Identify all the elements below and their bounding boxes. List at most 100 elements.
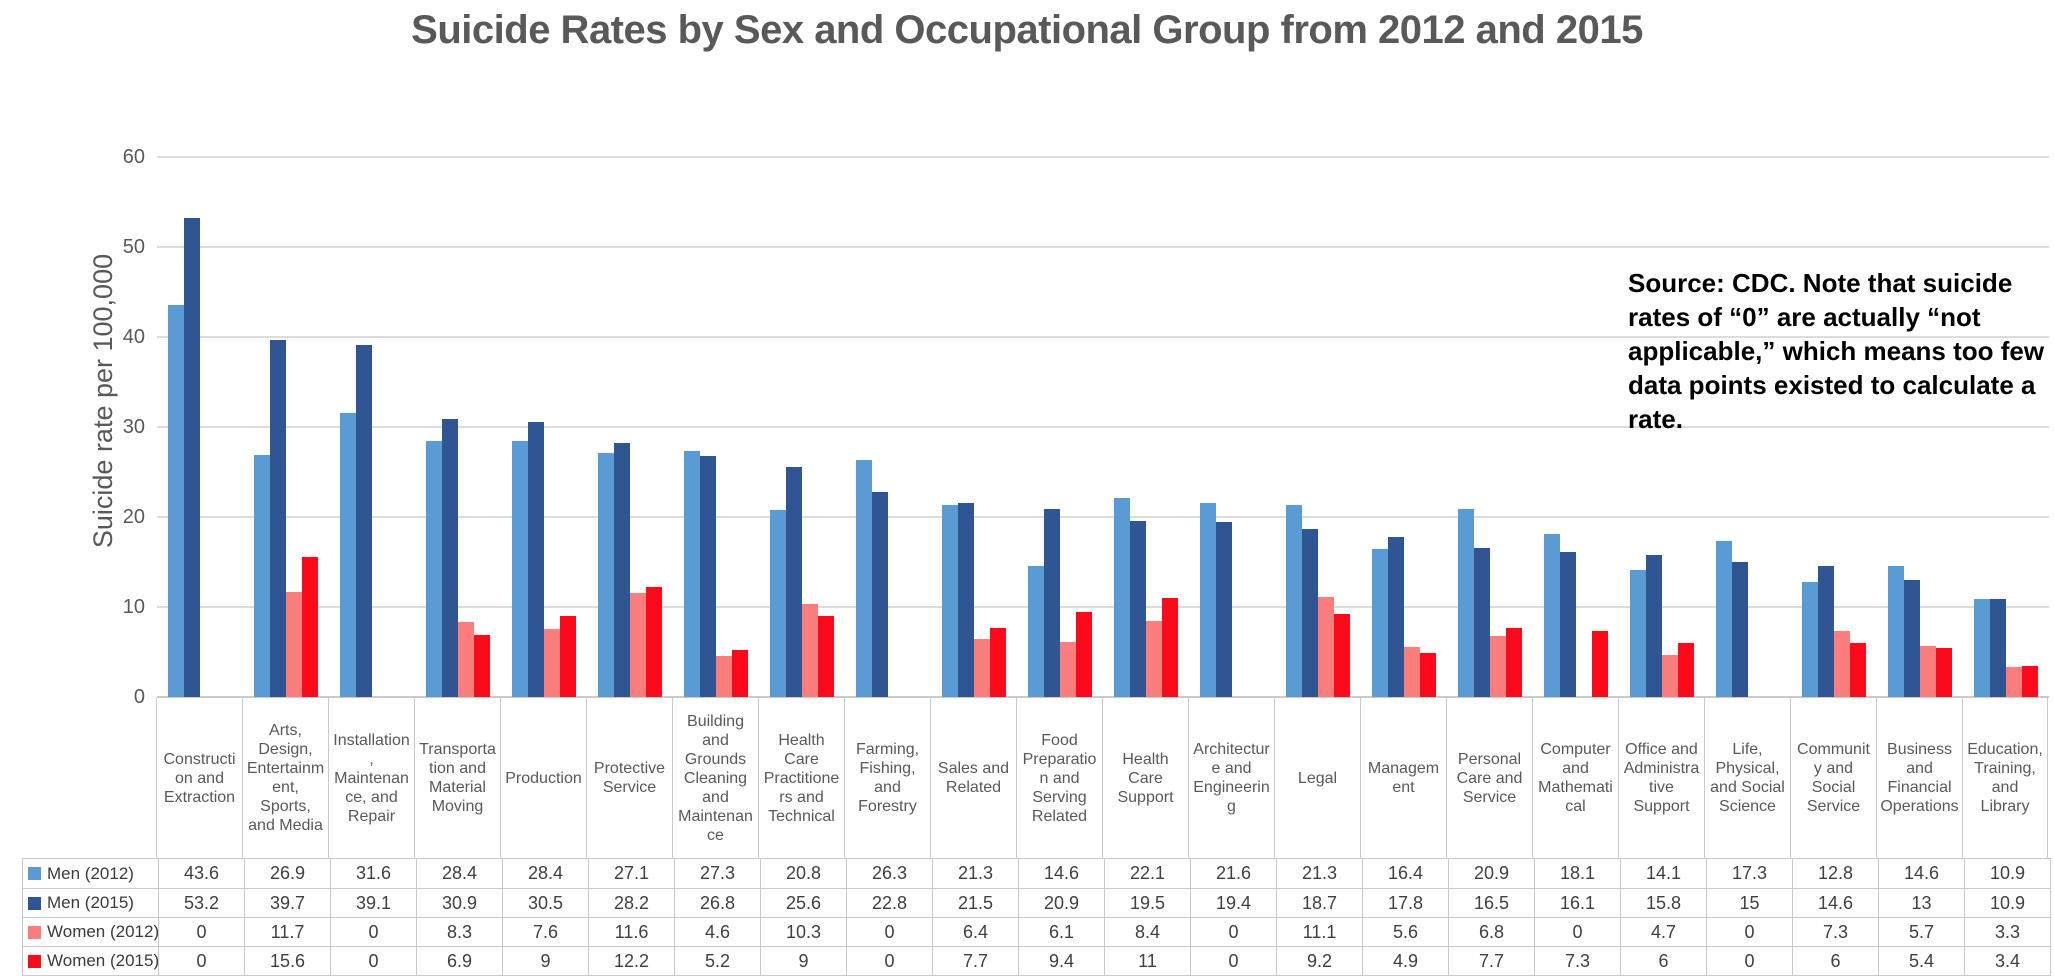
table-value-cell: 16.1 <box>1534 888 1620 917</box>
table-value-cell: 9 <box>760 946 846 975</box>
table-value-cell: 13 <box>1878 888 1964 917</box>
bar-Men (2015) <box>1302 529 1318 697</box>
category-label: Community and Social Service <box>1790 698 1876 858</box>
table-value-cell: 15 <box>1706 888 1792 917</box>
legend-item: Women (2012) <box>23 917 158 946</box>
bar-Men (2012) <box>856 460 872 697</box>
table-value-cell: 0 <box>846 917 932 946</box>
bar-Women (2012) <box>2006 667 2022 697</box>
bar-Men (2015) <box>872 492 888 697</box>
legend-key-swatch <box>28 925 41 939</box>
bar-Women (2015) <box>2022 666 2038 697</box>
bar-Men (2012) <box>1458 509 1474 697</box>
table-value-cell: 19.5 <box>1104 888 1190 917</box>
table-value-cell: 0 <box>1706 946 1792 975</box>
bar-Women (2012) <box>1920 646 1936 697</box>
legend-item: Men (2012) <box>23 859 158 888</box>
table-value-cell: 0 <box>158 946 244 975</box>
bar-Women (2015) <box>646 587 662 697</box>
table-value-cell: 7.3 <box>1534 946 1620 975</box>
category-label: Construction and Extraction <box>156 698 242 858</box>
bar-Men (2012) <box>770 510 786 697</box>
bar-Women (2015) <box>1850 643 1866 697</box>
bar-Men (2015) <box>1216 522 1232 697</box>
gridline-10 <box>157 606 2049 608</box>
bar-Women (2012) <box>458 622 474 697</box>
category-label-text: Food Preparation and Serving Related <box>1022 731 1097 825</box>
category-label: Transportation and Material Moving <box>414 698 500 858</box>
table-value-cell: 14.1 <box>1620 859 1706 888</box>
table-value-cell: 28.4 <box>416 859 502 888</box>
table-value-cell: 21.6 <box>1190 859 1276 888</box>
legend-key-swatch <box>28 896 41 910</box>
table-value-cell: 7.7 <box>1448 946 1534 975</box>
category-label: Legal <box>1274 698 1360 858</box>
table-value-cell: 9 <box>502 946 588 975</box>
table-value-cell: 14.6 <box>1878 859 1964 888</box>
bar-Men (2012) <box>168 305 184 697</box>
category-label: Farming, Fishing, and Forestry <box>844 698 930 858</box>
category-label-text: Business and Financial Operations <box>1880 741 1959 815</box>
bar-Men (2012) <box>1888 566 1904 697</box>
bar-Men (2015) <box>700 456 716 697</box>
category-label: Health Care Support <box>1102 698 1188 858</box>
category-label-text: Architecture and Engineering <box>1193 741 1270 815</box>
table-value-cell: 3.3 <box>1964 917 2050 946</box>
table-value-cell: 22.8 <box>846 888 932 917</box>
table-value-cell: 16.4 <box>1362 859 1448 888</box>
bar-Women (2015) <box>1936 648 1952 697</box>
table-value-cell: 4.9 <box>1362 946 1448 975</box>
table-value-cell: 25.6 <box>760 888 846 917</box>
table-value-cell: 22.1 <box>1104 859 1190 888</box>
legend-series-name: Men (2015) <box>47 893 134 912</box>
table-value-cell: 4.6 <box>674 917 760 946</box>
bar-Men (2012) <box>1114 498 1130 697</box>
category-label: Education, Training, and Library <box>1962 698 2048 858</box>
bar-Men (2012) <box>1286 505 1302 697</box>
table-value-cell: 4.7 <box>1620 917 1706 946</box>
table-value-cell: 0 <box>1706 917 1792 946</box>
bar-Men (2015) <box>1130 521 1146 697</box>
bar-Men (2012) <box>598 453 614 697</box>
table-value-cell: 11.1 <box>1276 917 1362 946</box>
table-value-cell: 7.7 <box>932 946 1018 975</box>
legend-series-name: Men (2012) <box>47 863 134 883</box>
category-label-text: Protective Service <box>593 760 666 796</box>
bar-Men (2012) <box>340 413 356 697</box>
table-value-cell: 21.3 <box>932 859 1018 888</box>
bar-Women (2015) <box>560 616 576 697</box>
bar-Men (2012) <box>1028 566 1044 697</box>
bar-Men (2012) <box>1974 599 1990 697</box>
bar-Men (2015) <box>1818 566 1834 697</box>
category-label: Personal Care and Service <box>1446 698 1532 858</box>
category-label: Computer and Mathematical <box>1532 698 1618 858</box>
bar-Men (2015) <box>614 443 630 697</box>
bar-Women (2012) <box>802 604 818 697</box>
table-value-cell: 21.3 <box>1276 859 1362 888</box>
bar-Men (2015) <box>528 422 544 697</box>
bar-Women (2012) <box>1404 647 1420 697</box>
category-label: Production <box>500 698 586 858</box>
table-value-cell: 27.3 <box>674 859 760 888</box>
table-value-cell: 39.1 <box>330 888 416 917</box>
bar-Men (2015) <box>184 218 200 697</box>
legend-item: Men (2015) <box>23 888 158 917</box>
category-label-text: Education, Training, and Library <box>1967 741 2043 815</box>
table-value-cell: 10.3 <box>760 917 846 946</box>
gridline-50 <box>157 246 2049 248</box>
y-tick-label: 10 <box>122 596 145 618</box>
gridline-60 <box>157 156 2049 158</box>
table-value-cell: 28.4 <box>502 859 588 888</box>
table-value-cell: 31.6 <box>330 859 416 888</box>
table-value-cell: 17.3 <box>1706 859 1792 888</box>
table-value-cell: 43.6 <box>158 859 244 888</box>
category-label: Sales and Related <box>930 698 1016 858</box>
table-value-cell: 12.2 <box>588 946 674 975</box>
bar-Men (2015) <box>1388 537 1404 697</box>
bar-Women (2015) <box>1506 628 1522 697</box>
table-value-cell: 15.8 <box>1620 888 1706 917</box>
y-tick-label: 40 <box>122 326 145 348</box>
legend-series-name: Women (2012) <box>47 922 158 941</box>
bar-Women (2012) <box>544 629 560 697</box>
